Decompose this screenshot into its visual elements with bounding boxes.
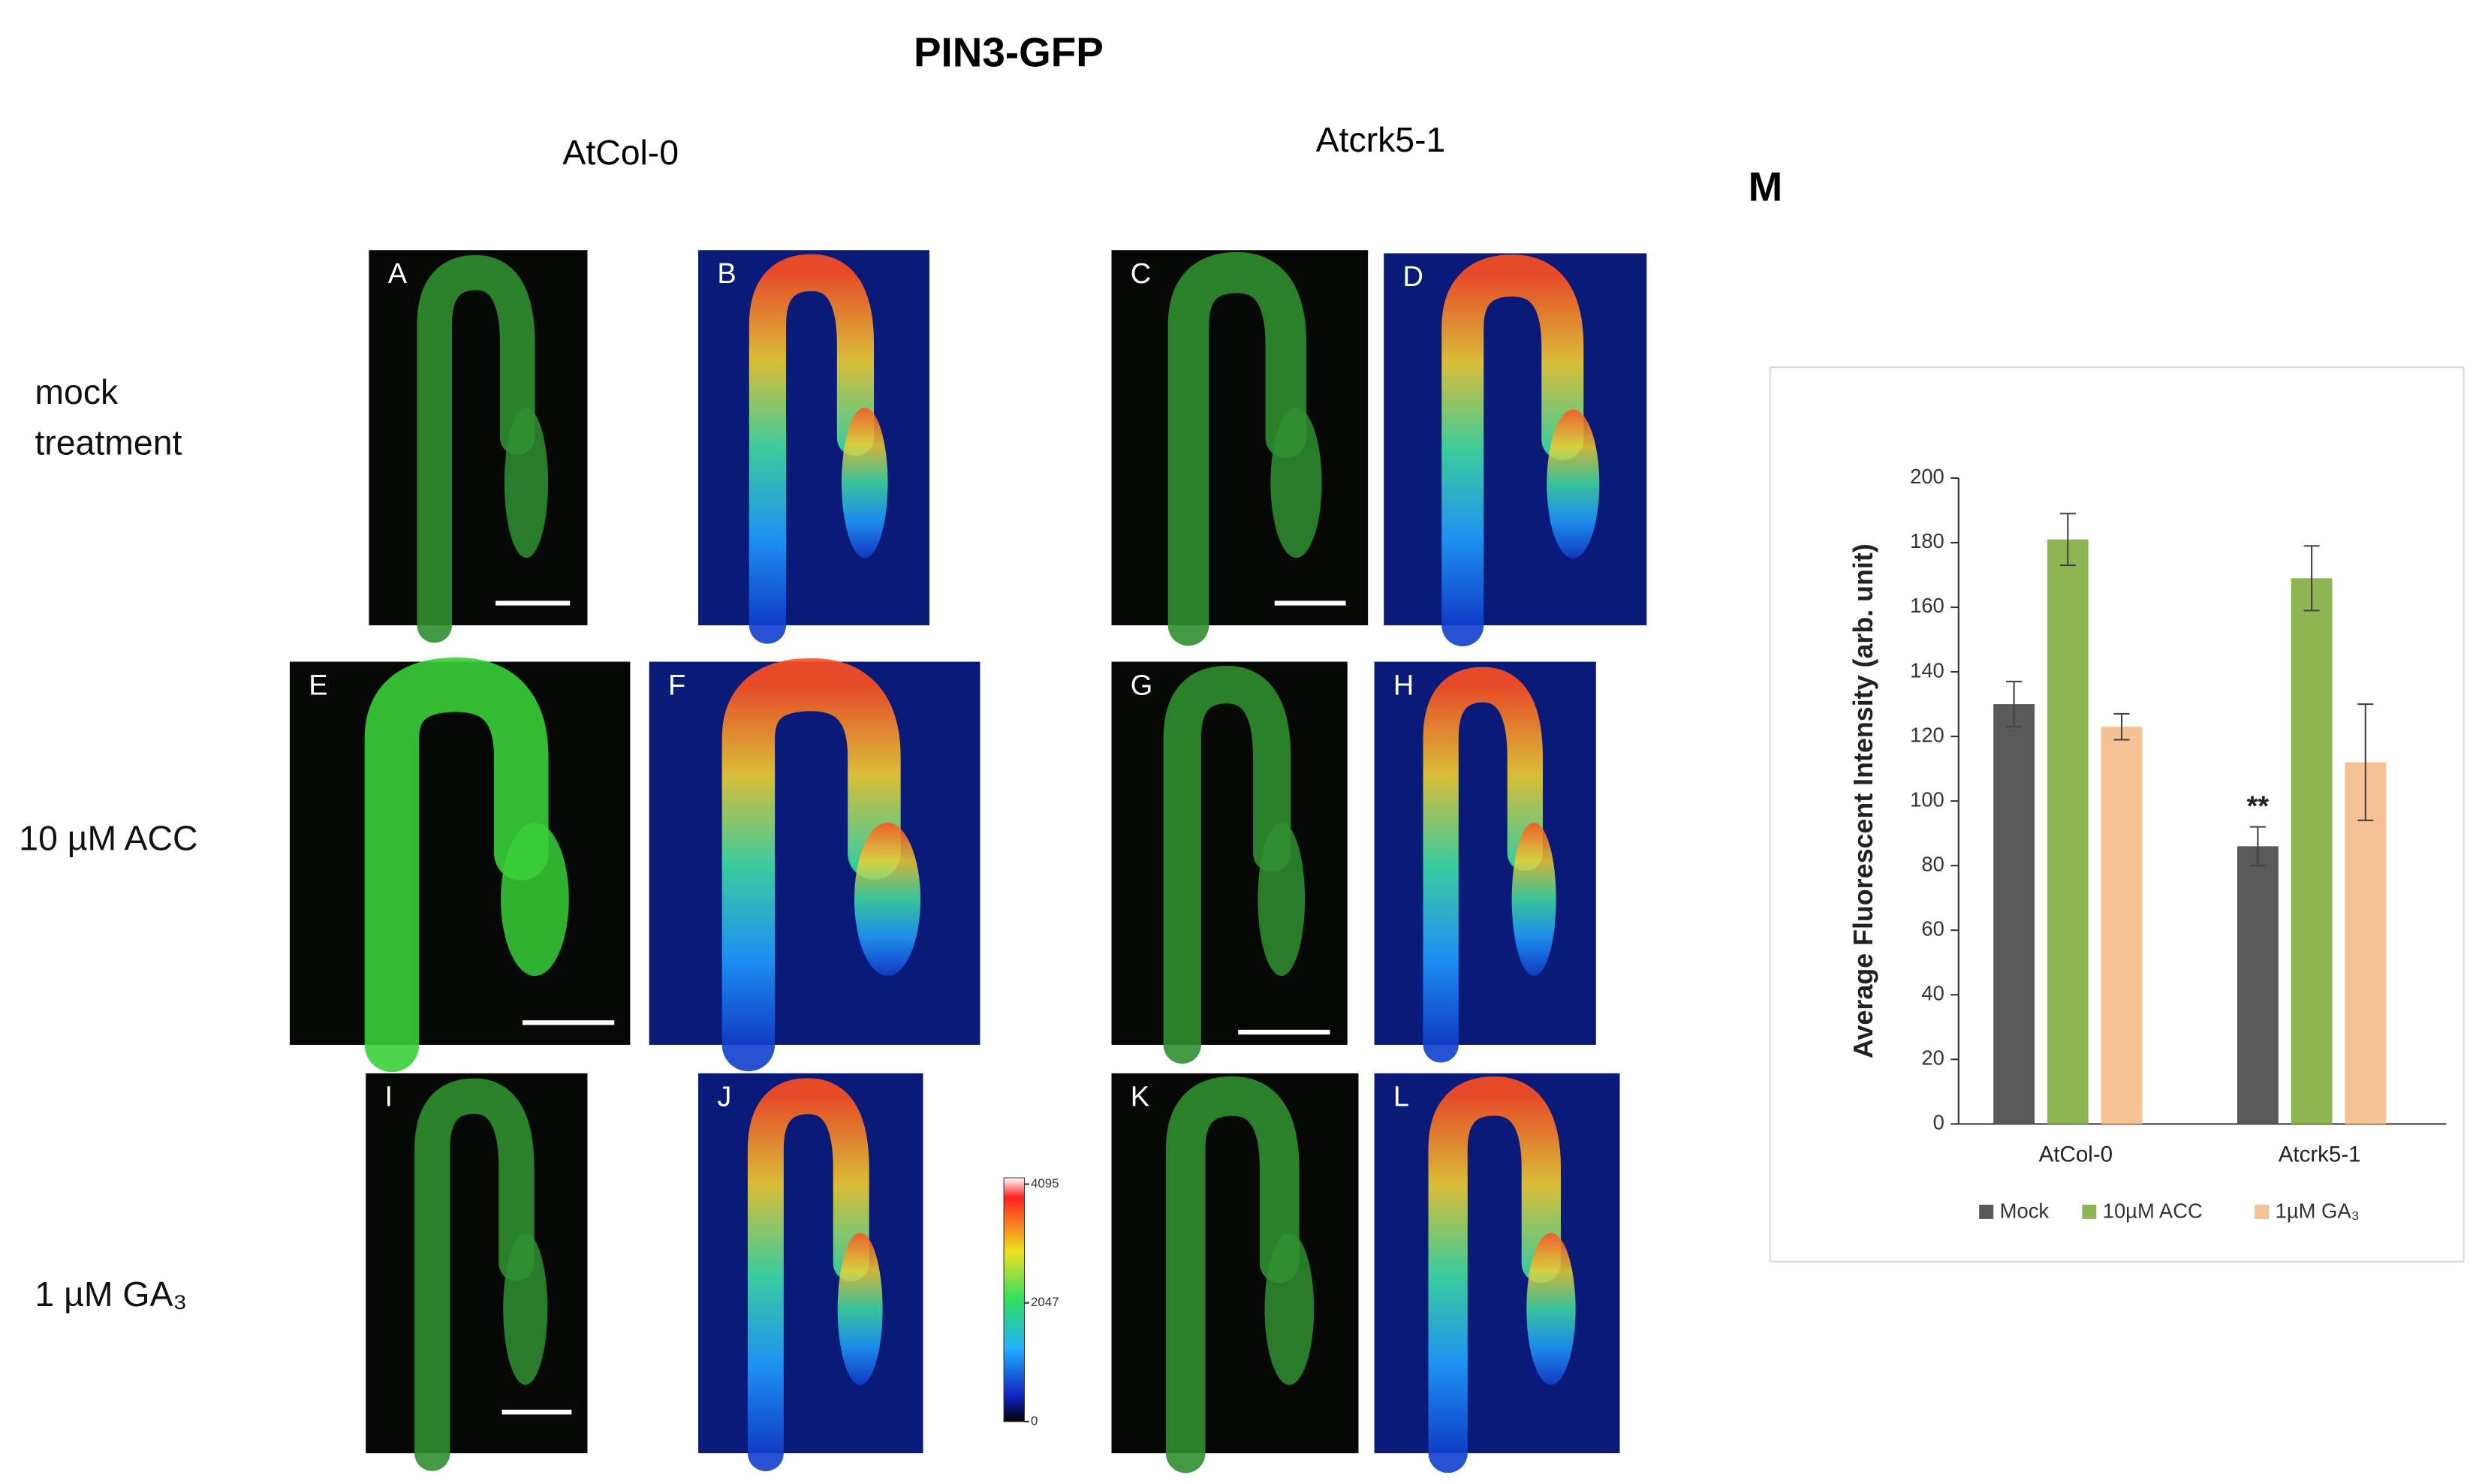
panel-label: C bbox=[1131, 258, 1151, 290]
cotyledon bbox=[854, 822, 921, 977]
micrograph bbox=[1374, 661, 1596, 1045]
legend-swatch bbox=[2082, 1204, 2097, 1219]
panel-label: H bbox=[1393, 670, 1414, 701]
column-header: AtCol-0 bbox=[562, 133, 679, 172]
column-header: Atcrk5-1 bbox=[1316, 120, 1446, 159]
micrograph bbox=[698, 250, 929, 626]
hypocotyl bbox=[364, 657, 549, 1073]
hypocotyl bbox=[1163, 666, 1291, 1064]
panel-label: M bbox=[1749, 164, 1783, 210]
panel-label: F bbox=[668, 670, 685, 701]
error-bar bbox=[2357, 703, 2374, 822]
panel-label: E bbox=[309, 670, 327, 701]
bar bbox=[2237, 846, 2279, 1124]
y-tick-label: 200 bbox=[1910, 465, 1944, 488]
error-bar bbox=[2249, 826, 2266, 867]
hypocotyl bbox=[417, 254, 535, 643]
row-label: mock treatment bbox=[35, 372, 182, 462]
hypocotyl bbox=[721, 658, 901, 1072]
cotyledon bbox=[1264, 1233, 1315, 1385]
figure-title: PIN3-GFP bbox=[914, 29, 1104, 75]
legend-swatch bbox=[2255, 1204, 2270, 1219]
micrograph bbox=[369, 250, 588, 626]
panel-label: K bbox=[1131, 1082, 1149, 1113]
y-tick-label: 180 bbox=[1910, 529, 1944, 552]
micrograph bbox=[1384, 253, 1647, 626]
cotyledon bbox=[837, 1233, 883, 1385]
hypocotyl bbox=[1428, 1076, 1562, 1473]
row-label: 10 µM ACC bbox=[19, 818, 198, 859]
legend-label: Mock bbox=[2000, 1200, 2050, 1223]
panel-label: B bbox=[717, 258, 736, 290]
bar bbox=[2047, 539, 2089, 1124]
panel-label: G bbox=[1131, 670, 1153, 701]
significance-label: ** bbox=[2247, 790, 2270, 822]
error-bar bbox=[2303, 545, 2320, 612]
y-tick-label: 160 bbox=[1910, 594, 1944, 617]
row-label: 1 µM GA₃ bbox=[35, 1274, 188, 1314]
hypocotyl bbox=[749, 254, 875, 644]
cotyledon bbox=[1258, 822, 1306, 977]
legend-label: 10µM ACC bbox=[2103, 1200, 2203, 1223]
error-bar bbox=[2059, 513, 2076, 567]
y-tick-label: 0 bbox=[1933, 1111, 1944, 1134]
x-tick-label: Atcrk5-1 bbox=[2279, 1142, 2361, 1166]
micrograph bbox=[1374, 1073, 1620, 1454]
micrograph bbox=[649, 661, 980, 1045]
bar bbox=[2291, 578, 2333, 1124]
cotyledon bbox=[504, 408, 549, 558]
hypocotyl bbox=[1423, 667, 1543, 1063]
colorbar-tick-label: 4095 bbox=[1031, 1176, 1059, 1191]
y-tick-label: 100 bbox=[1910, 787, 1944, 811]
panel-label: I bbox=[384, 1082, 393, 1113]
cotyledon bbox=[1547, 409, 1600, 558]
y-tick-label: 80 bbox=[1921, 852, 1944, 875]
error-bar bbox=[2113, 712, 2130, 741]
hypocotyl bbox=[747, 1078, 869, 1471]
legend-swatch bbox=[1979, 1204, 1994, 1219]
panel-label: L bbox=[1393, 1082, 1409, 1113]
colorbar-tick-label: 0 bbox=[1031, 1413, 1038, 1428]
chart: 0 20 40 60 80 100 120 140 160 180 200 Average Fluor… bbox=[1848, 465, 2447, 1223]
legend-label: 1µM GA₃ bbox=[2276, 1200, 2360, 1223]
y-axis-label: Average Fluorescent Intensity (arb. unit… bbox=[1848, 543, 1878, 1058]
panel-label: J bbox=[717, 1082, 731, 1113]
hypocotyl bbox=[1165, 1076, 1300, 1473]
cotyledon bbox=[1511, 822, 1556, 977]
micrograph bbox=[698, 1073, 923, 1454]
micrograph bbox=[366, 1073, 588, 1454]
cotyledon bbox=[501, 822, 569, 977]
micrograph bbox=[1111, 661, 1348, 1045]
cotyledon bbox=[1270, 408, 1322, 558]
y-tick-label: 140 bbox=[1910, 658, 1944, 682]
bar bbox=[1993, 704, 2035, 1124]
panel-label: D bbox=[1403, 261, 1423, 293]
hypocotyl bbox=[1441, 254, 1584, 647]
bar bbox=[2101, 727, 2143, 1124]
hypocotyl bbox=[414, 1078, 535, 1471]
cotyledon bbox=[841, 408, 888, 558]
panel-label: A bbox=[388, 258, 408, 290]
micrograph bbox=[1111, 250, 1369, 626]
y-tick-label: 120 bbox=[1910, 723, 1944, 746]
hypocotyl bbox=[1167, 251, 1307, 646]
micrographs: A B C D E F G H I J K L 4095 2047 0 bbox=[289, 250, 1647, 1473]
x-tick-label: AtCol-0 bbox=[2039, 1142, 2113, 1166]
cotyledon bbox=[1526, 1233, 1576, 1385]
colorbar bbox=[1003, 1177, 1026, 1422]
y-tick-label: 40 bbox=[1921, 982, 1944, 1005]
cotyledon bbox=[503, 1233, 548, 1385]
y-tick-label: 20 bbox=[1921, 1046, 1944, 1070]
colorbar-tick-label: 2047 bbox=[1031, 1295, 1059, 1309]
micrograph bbox=[289, 661, 631, 1045]
y-tick-label: 60 bbox=[1921, 917, 1944, 940]
bar bbox=[2345, 762, 2387, 1124]
error-bar bbox=[2006, 680, 2023, 728]
micrograph bbox=[1111, 1073, 1359, 1454]
